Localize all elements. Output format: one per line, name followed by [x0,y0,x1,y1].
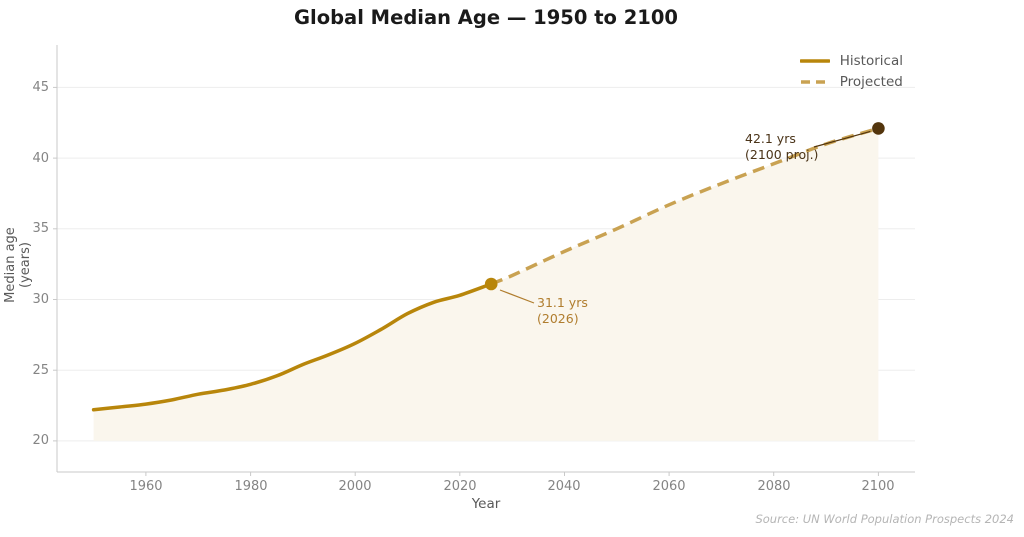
annotation-2026-arrow [499,289,535,304]
annotation-2026-year: (2026) [537,311,579,326]
y-tick-label: 45 [32,80,49,95]
data-point-marker [872,122,885,135]
annotation-2026: 31.1 yrs (2026) [537,295,588,327]
legend-label-historical: Historical [839,52,903,69]
historical-line [91,282,493,412]
annotation-2100-arrow [813,130,871,148]
y-tick-label: 20 [32,433,49,448]
y-tick-label: 25 [32,363,49,378]
x-axis-label: Year [471,496,501,512]
y-tick-label: 40 [32,151,49,166]
x-tick-label: 1960 [129,479,163,494]
annotation-2026-value: 31.1 yrs [537,295,588,310]
x-tick-label: 2020 [443,479,477,494]
x-tick-label: 2080 [757,479,791,494]
annotation-2100-year: (2100 proj.) [745,147,819,162]
x-tick-label: 2040 [547,479,581,494]
y-tick-label: 35 [32,221,49,236]
x-tick-label: 1980 [234,479,268,494]
x-tick-label: 2100 [861,479,895,494]
x-tick-label: 2000 [338,479,372,494]
chart-title: Global Median Age — 1950 to 2100 [294,6,678,29]
data-point-marker [484,277,498,291]
legend-item-projected: Projected [800,73,903,90]
legend-label-projected: Projected [839,73,903,90]
legend: Historical Projected [799,52,903,90]
legend-item-historical: Historical [799,52,903,69]
y-tick-label: 30 [32,292,49,307]
projected-line-swatch [800,79,829,84]
source-credit: Source: UN World Population Prospects 20… [755,512,1014,526]
projected-line [490,126,879,286]
area-fill [93,128,879,441]
annotation-2100: 42.1 yrs (2100 proj.) [745,131,818,163]
historical-line-swatch [799,58,830,63]
annotation-2100-value: 42.1 yrs [745,131,796,146]
x-tick-label: 2060 [652,479,686,494]
